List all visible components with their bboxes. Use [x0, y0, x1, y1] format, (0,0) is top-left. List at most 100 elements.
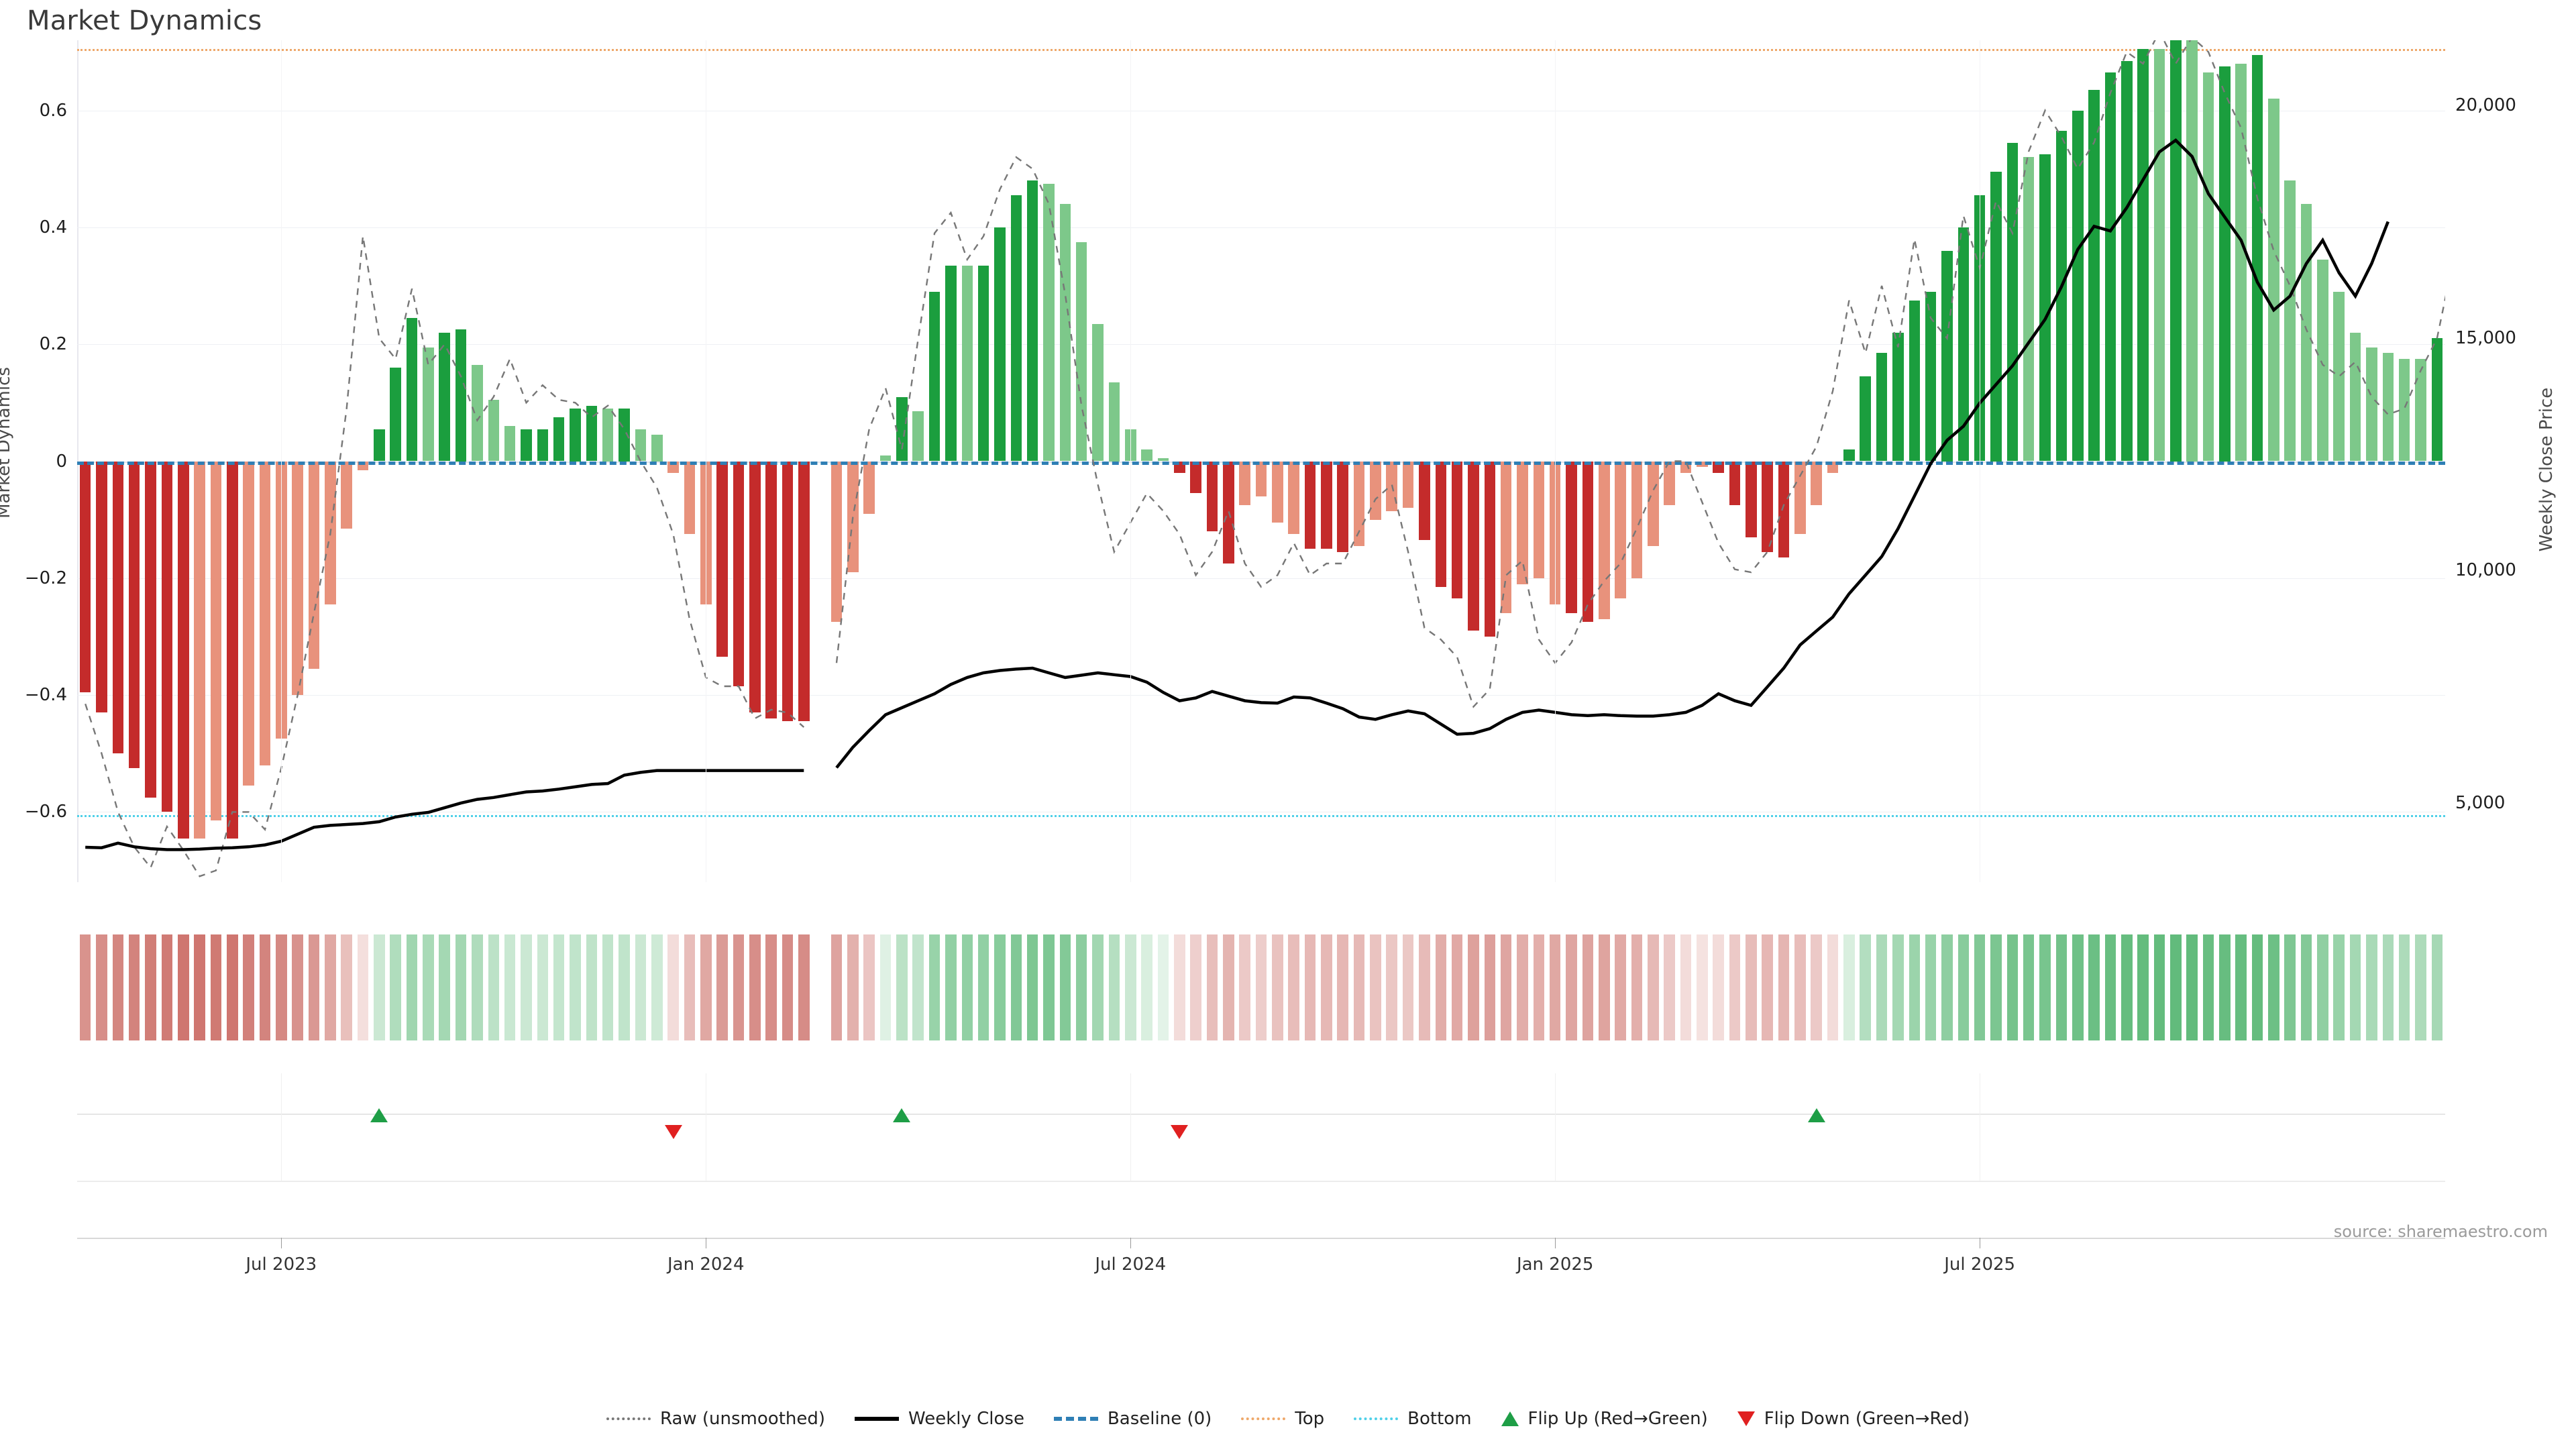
bar — [1974, 195, 1986, 462]
bar — [455, 329, 467, 462]
legend-swatch-icon — [1737, 1411, 1755, 1426]
bar — [1549, 461, 1561, 605]
bar — [2039, 154, 2051, 462]
heat-strip-cell — [1762, 934, 1773, 1040]
y-axis-left-tick-label: −0.4 — [24, 685, 67, 706]
flip-up-marker — [370, 1108, 388, 1122]
heat-strip-cell — [830, 934, 843, 1040]
y-axis-left-tick-label: 0 — [56, 451, 67, 472]
heat-strip-cell — [1990, 934, 2002, 1040]
bar — [863, 461, 875, 514]
legend-item[interactable]: Flip Down (Green→Red) — [1737, 1409, 1970, 1429]
heat-strip-cell — [161, 934, 173, 1040]
heat-strip-cell — [733, 934, 745, 1040]
heat-strip-cell — [1157, 934, 1169, 1040]
heat-strip-cell — [1647, 934, 1659, 1040]
bar — [2072, 110, 2084, 462]
legend-item[interactable]: Top — [1241, 1409, 1324, 1429]
bar — [1615, 461, 1626, 599]
x-axis-tick-label: Jul 2023 — [246, 1254, 317, 1275]
flip-up-marker — [1807, 1108, 1825, 1122]
heat-strip-cell — [2121, 934, 2133, 1040]
heat-strip-cell — [700, 934, 712, 1040]
heat-strip-cell — [521, 934, 532, 1040]
flip-row-gridline — [77, 1181, 2445, 1182]
heat-strip-cell — [1435, 934, 1447, 1040]
bar — [1598, 461, 1610, 619]
bar — [1794, 461, 1806, 535]
legend-item[interactable]: Raw (unsmoothed) — [606, 1409, 825, 1429]
bar — [79, 461, 91, 692]
heat-strip-cell — [847, 934, 859, 1040]
bar — [716, 461, 728, 657]
heat-strip-cell — [2039, 934, 2051, 1040]
heat-strip-cell — [2382, 934, 2394, 1040]
heat-strip-cell — [276, 934, 287, 1040]
bar — [700, 461, 712, 605]
bar — [2153, 49, 2165, 462]
heat-strip-cell — [1680, 934, 1692, 1040]
regime-heat-strip — [77, 934, 2445, 1040]
bar — [2121, 60, 2133, 462]
heat-strip-cell — [2251, 934, 2263, 1040]
heat-strip-cell — [1353, 934, 1365, 1040]
flip-row-gridline — [77, 1114, 2445, 1115]
bar — [1533, 461, 1545, 578]
heat-strip-cell — [2006, 934, 2019, 1040]
heat-strip-cell — [1549, 934, 1561, 1040]
heat-strip-cell — [553, 934, 565, 1040]
heat-strip-cell — [1304, 934, 1316, 1040]
flip-down-marker — [1171, 1125, 1189, 1139]
flip-down-marker — [664, 1125, 682, 1139]
heat-strip-cell — [716, 934, 728, 1040]
heat-strip-cell — [292, 934, 303, 1040]
bar — [1876, 353, 1888, 462]
heat-strip-cell — [1582, 934, 1594, 1040]
bar — [1206, 461, 1218, 532]
bar — [1762, 461, 1773, 552]
heat-strip-cell — [798, 934, 810, 1040]
heat-strip-cell — [374, 934, 385, 1040]
bar — [1435, 461, 1447, 587]
legend-label: Weekly Close — [908, 1409, 1024, 1429]
bar — [749, 461, 761, 713]
heat-strip-cell — [928, 934, 941, 1040]
bar — [635, 429, 647, 462]
x-axis-tick-label: Jan 2025 — [1516, 1254, 1594, 1275]
heat-strip-cell — [2431, 934, 2443, 1040]
heat-strip-cell — [2284, 934, 2296, 1040]
heat-strip-cell — [1729, 934, 1741, 1040]
heat-strip-cell — [1337, 934, 1348, 1040]
legend-item[interactable]: Flip Up (Red→Green) — [1501, 1409, 1708, 1429]
y-axis-right-tick-label: 20,000 — [2455, 95, 2516, 116]
heat-strip-cell — [112, 934, 124, 1040]
heat-strip-cell — [1370, 934, 1381, 1040]
x-gridline — [1555, 40, 1556, 882]
heat-strip-cell — [1533, 934, 1545, 1040]
bar — [521, 429, 532, 462]
bar — [977, 265, 989, 462]
heat-strip-cell — [1026, 934, 1038, 1040]
heat-strip-cell — [602, 934, 614, 1040]
bar — [1746, 461, 1757, 537]
bar — [2055, 131, 2068, 462]
x-axis-tick — [1555, 1238, 1556, 1248]
heat-strip-cell — [439, 934, 451, 1040]
heat-strip-cell — [1957, 934, 1970, 1040]
legend-item[interactable]: Baseline (0) — [1053, 1409, 1212, 1429]
heat-strip-cell — [1451, 934, 1463, 1040]
legend-item[interactable]: Weekly Close — [855, 1409, 1024, 1429]
heat-strip-cell — [1321, 934, 1332, 1040]
bar — [1484, 461, 1496, 637]
y-axis-left-label: Market Dynamics — [0, 367, 14, 519]
bar — [1157, 458, 1169, 462]
bar — [830, 461, 843, 623]
legend-item[interactable]: Bottom — [1354, 1409, 1472, 1429]
legend-swatch-icon — [1241, 1417, 1286, 1420]
bar — [194, 461, 205, 839]
bar — [406, 317, 418, 462]
heat-strip-cell — [2170, 934, 2182, 1040]
bar — [161, 461, 173, 812]
legend-label: Flip Up (Red→Green) — [1527, 1409, 1708, 1429]
